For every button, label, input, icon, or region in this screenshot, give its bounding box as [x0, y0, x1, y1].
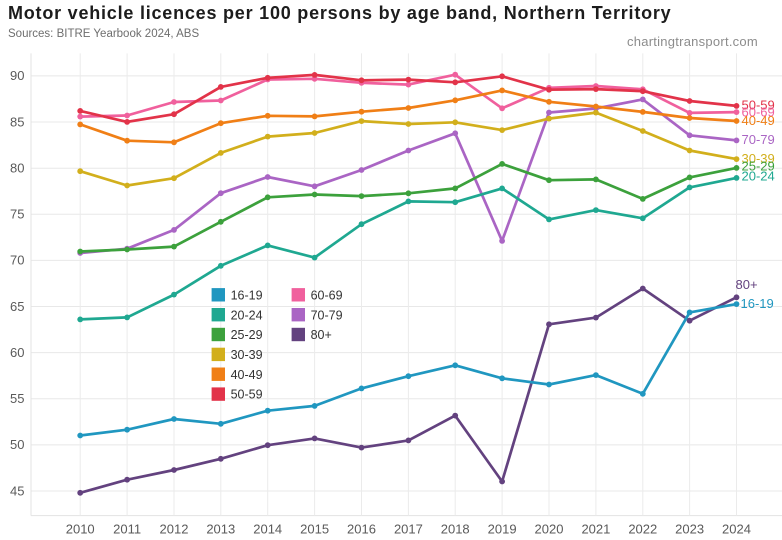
svg-text:20-24: 20-24 — [742, 168, 775, 183]
svg-text:70-79: 70-79 — [742, 132, 775, 147]
svg-text:16-19: 16-19 — [231, 288, 263, 302]
svg-text:2024: 2024 — [722, 522, 751, 537]
svg-text:2019: 2019 — [488, 522, 517, 537]
svg-text:40-49: 40-49 — [231, 368, 263, 382]
svg-text:60-69: 60-69 — [742, 104, 775, 119]
svg-text:2017: 2017 — [394, 522, 423, 537]
svg-text:70: 70 — [10, 253, 24, 268]
svg-text:2023: 2023 — [675, 522, 704, 537]
svg-text:80+: 80+ — [311, 328, 332, 342]
svg-text:2013: 2013 — [206, 522, 235, 537]
svg-text:30-39: 30-39 — [231, 348, 263, 362]
svg-text:90: 90 — [10, 68, 24, 83]
svg-text:25-29: 25-29 — [742, 159, 775, 174]
svg-text:70-79: 70-79 — [311, 308, 343, 322]
svg-text:2021: 2021 — [581, 522, 610, 537]
svg-text:2014: 2014 — [253, 522, 282, 537]
svg-text:2010: 2010 — [66, 522, 95, 537]
svg-text:2018: 2018 — [441, 522, 470, 537]
svg-text:50: 50 — [10, 437, 24, 452]
svg-text:80+: 80+ — [736, 277, 758, 292]
svg-text:50-59: 50-59 — [231, 388, 263, 402]
svg-text:75: 75 — [10, 207, 24, 222]
svg-text:2011: 2011 — [113, 522, 141, 537]
svg-text:2022: 2022 — [628, 522, 657, 537]
svg-text:45: 45 — [10, 483, 24, 498]
svg-text:16-19: 16-19 — [741, 296, 774, 311]
svg-text:2020: 2020 — [535, 522, 564, 537]
svg-text:80: 80 — [10, 161, 24, 176]
svg-text:50-59: 50-59 — [742, 98, 775, 113]
svg-text:60-69: 60-69 — [311, 288, 343, 302]
svg-text:20-24: 20-24 — [231, 308, 263, 322]
svg-text:2012: 2012 — [160, 522, 189, 537]
svg-text:40-49: 40-49 — [742, 113, 775, 128]
svg-text:85: 85 — [10, 114, 24, 129]
svg-text:2016: 2016 — [347, 522, 376, 537]
svg-text:60: 60 — [10, 345, 24, 360]
svg-text:55: 55 — [10, 391, 24, 406]
svg-text:30-39: 30-39 — [742, 151, 775, 166]
svg-text:65: 65 — [10, 299, 24, 314]
svg-text:2015: 2015 — [300, 522, 329, 537]
svg-text:25-29: 25-29 — [231, 328, 263, 342]
